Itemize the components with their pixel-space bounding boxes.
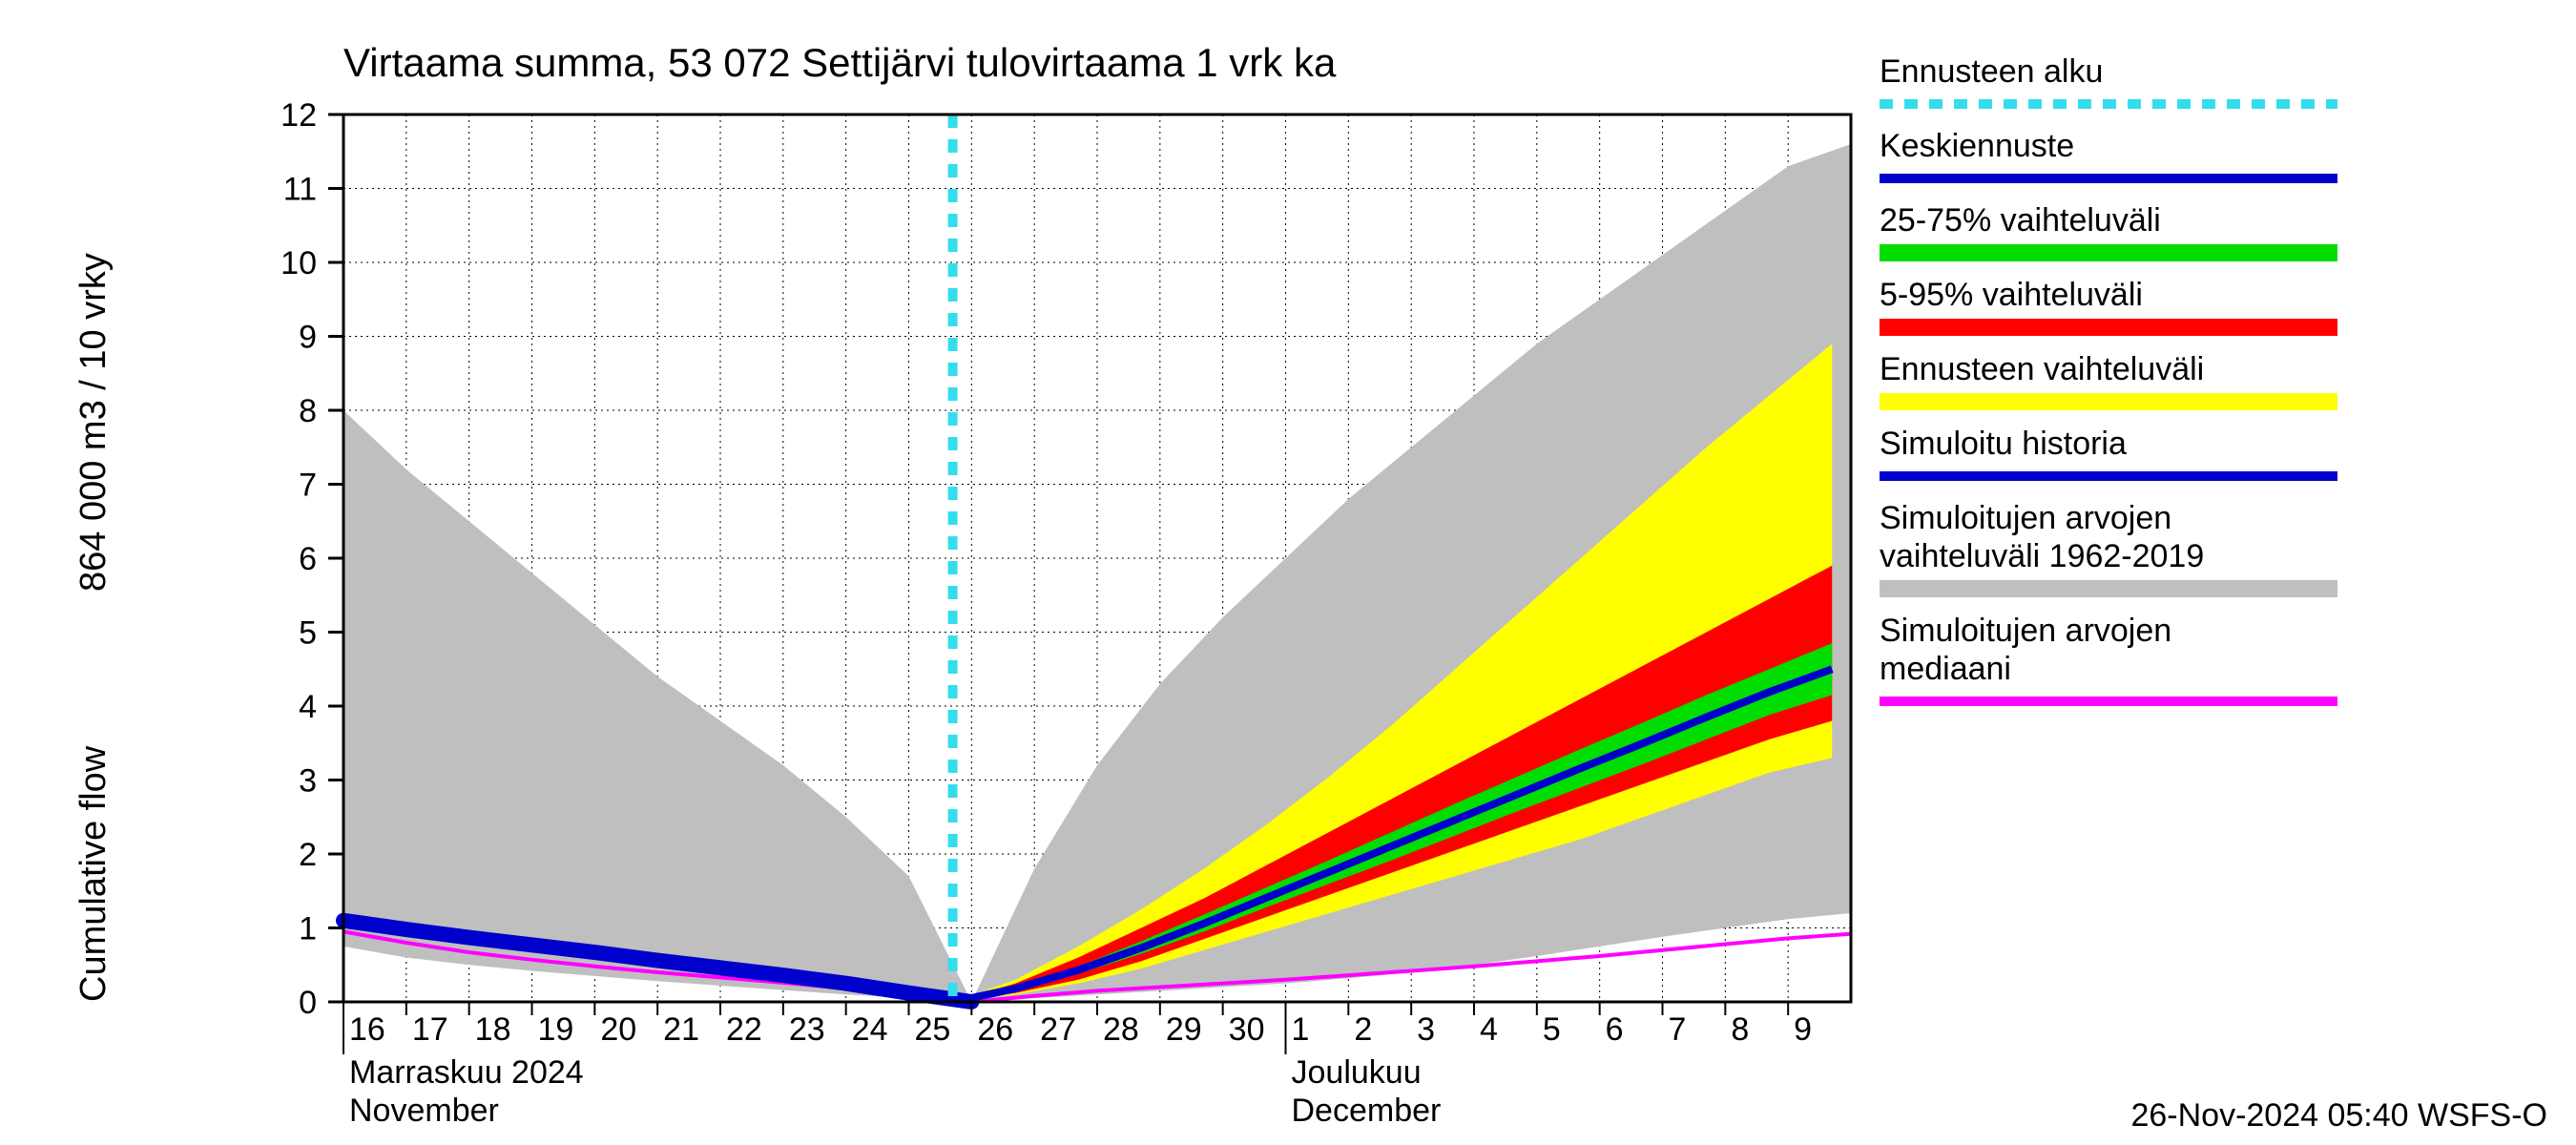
y-tick-label: 4 <box>299 689 317 725</box>
x-tick-label: 24 <box>852 1011 888 1048</box>
x-tick-label: 21 <box>663 1011 699 1048</box>
y-tick-label: 3 <box>299 763 317 800</box>
y-tick-label: 1 <box>299 911 317 947</box>
y-tick-label: 8 <box>299 393 317 429</box>
x-tick-label: 28 <box>1103 1011 1139 1048</box>
y-tick-label: 5 <box>299 615 317 652</box>
legend-swatch <box>1880 393 2337 410</box>
legend-swatch <box>1880 319 2337 336</box>
x-tick-label: 20 <box>600 1011 636 1048</box>
x-tick-label: 19 <box>538 1011 574 1048</box>
x-tick-label: 7 <box>1669 1011 1687 1048</box>
legend-label: Simuloitujen arvojen <box>1880 613 2171 649</box>
x-tick-label: 30 <box>1229 1011 1265 1048</box>
chart-container: 0123456789101112161718192021222324252627… <box>0 0 2576 1145</box>
legend-label: Keskiennuste <box>1880 128 2074 164</box>
x-tick-label: 18 <box>475 1011 511 1048</box>
legend-label: mediaani <box>1880 651 2011 687</box>
x-tick-label: 3 <box>1417 1011 1435 1048</box>
x-tick-label: 23 <box>789 1011 825 1048</box>
x-tick-label: 6 <box>1606 1011 1624 1048</box>
x-tick-label: 4 <box>1480 1011 1498 1048</box>
x-tick-label: 1 <box>1292 1011 1310 1048</box>
chart-svg: 0123456789101112161718192021222324252627… <box>0 0 2576 1145</box>
legend-label: 25-75% vaihteluväli <box>1880 202 2161 239</box>
x-month-label-2: December <box>1292 1093 1442 1129</box>
x-tick-label: 17 <box>412 1011 448 1048</box>
x-tick-label: 27 <box>1040 1011 1076 1048</box>
x-tick-label: 8 <box>1731 1011 1749 1048</box>
y-axis-label-1: Cumulative flow <box>73 745 114 1002</box>
footer-timestamp: 26-Nov-2024 05:40 WSFS-O <box>2130 1097 2547 1134</box>
y-tick-label: 0 <box>299 985 317 1021</box>
y-tick-label: 7 <box>299 468 317 504</box>
y-tick-label: 12 <box>280 97 317 134</box>
legend-label: vaihteluväli 1962-2019 <box>1880 538 2204 574</box>
legend-label: Ennusteen vaihteluväli <box>1880 351 2204 387</box>
x-month-label-1: Joulukuu <box>1292 1054 1422 1091</box>
y-tick-label: 9 <box>299 320 317 356</box>
y-tick-label: 11 <box>283 172 317 208</box>
legend-label: Simuloitujen arvojen <box>1880 500 2171 536</box>
x-tick-label: 16 <box>349 1011 385 1048</box>
x-month-label-2: November <box>349 1093 499 1129</box>
x-month-label-1: Marraskuu 2024 <box>349 1054 584 1091</box>
y-tick-label: 10 <box>280 245 317 281</box>
x-tick-label: 22 <box>726 1011 762 1048</box>
x-tick-label: 5 <box>1543 1011 1561 1048</box>
x-tick-label: 26 <box>977 1011 1013 1048</box>
legend-swatch <box>1880 580 2337 597</box>
x-tick-label: 9 <box>1794 1011 1812 1048</box>
x-tick-label: 29 <box>1166 1011 1202 1048</box>
x-tick-label: 25 <box>915 1011 951 1048</box>
x-tick-label: 2 <box>1354 1011 1372 1048</box>
legend-label: Simuloitu historia <box>1880 426 2127 462</box>
chart-title: Virtaama summa, 53 072 Settijärvi tulovi… <box>343 40 1337 85</box>
legend-label: 5-95% vaihteluväli <box>1880 277 2143 313</box>
legend-swatch <box>1880 244 2337 261</box>
y-tick-label: 6 <box>299 541 317 577</box>
y-tick-label: 2 <box>299 837 317 873</box>
y-axis-label-2: 864 000 m3 / 10 vrky <box>73 253 114 592</box>
legend-label: Ennusteen alku <box>1880 53 2103 90</box>
